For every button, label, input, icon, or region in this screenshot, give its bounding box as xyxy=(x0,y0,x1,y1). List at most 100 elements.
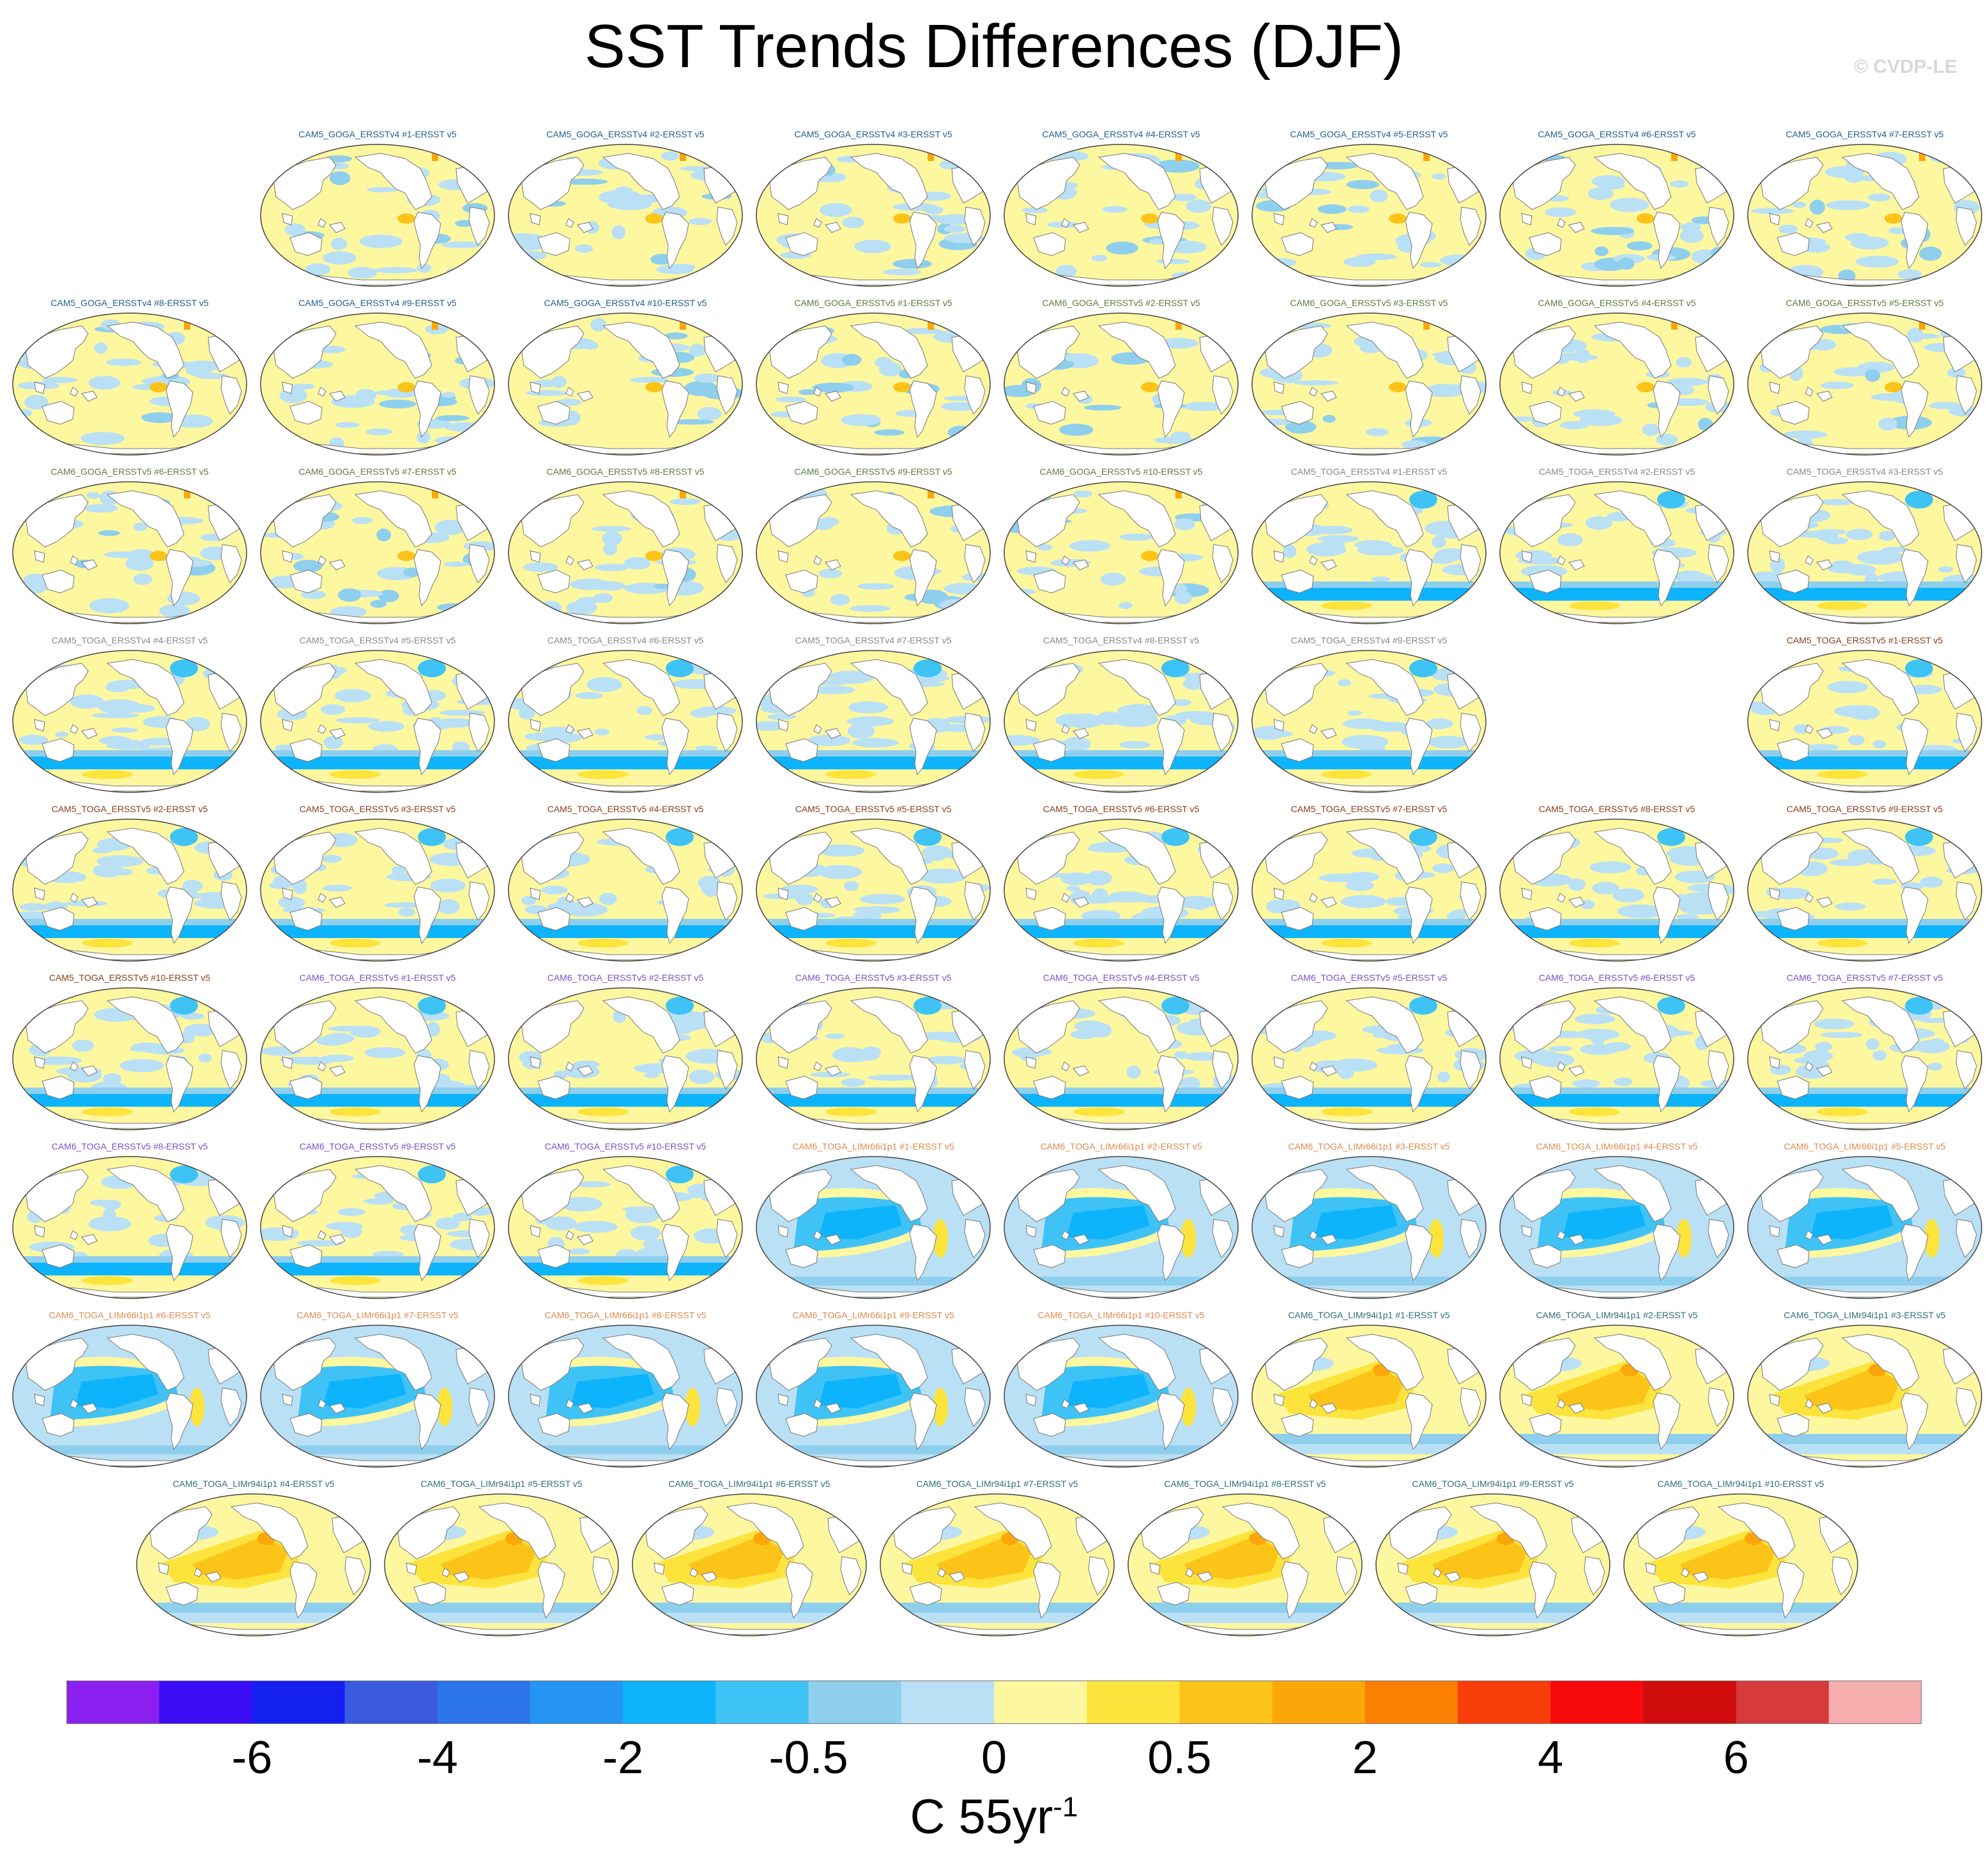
map-border xyxy=(1499,987,1734,1130)
continent-outlines xyxy=(273,321,490,454)
map-panel-label: CAM6_GOGA_ERSSTv5 #1-ERSST v5 xyxy=(794,298,952,308)
map-border xyxy=(756,819,991,962)
map-border xyxy=(508,1156,743,1299)
sst-trend-map xyxy=(12,819,247,962)
sst-trend-map xyxy=(1747,650,1982,793)
continent-outlines xyxy=(1760,1165,1977,1298)
sst-field xyxy=(1748,482,1982,624)
sst-trend-map xyxy=(1747,481,1982,624)
sst-field xyxy=(1748,144,1982,286)
colorbar-swatch xyxy=(1828,1681,1922,1724)
sst-field xyxy=(13,988,247,1130)
map-panel: CAM6_TOGA_LIMr66i1p1 #2-ERSST v5 xyxy=(998,1141,1244,1305)
map-panel-label: CAM5_TOGA_ERSSTv5 #7-ERSST v5 xyxy=(1290,804,1448,814)
map-panel: CAM6_TOGA_LIMr66i1p1 #7-ERSST v5 xyxy=(254,1310,501,1473)
map-panel: CAM6_TOGA_LIMr94i1p1 #8-ERSST v5 xyxy=(1122,1479,1368,1642)
continent-outlines xyxy=(768,827,986,960)
sst-field xyxy=(1500,482,1734,624)
colorbar-swatches xyxy=(66,1681,1922,1724)
sst-field xyxy=(13,819,247,961)
map-panel: CAM6_TOGA_LIMr94i1p1 #2-ERSST v5 xyxy=(1494,1310,1740,1473)
map-border xyxy=(756,312,991,456)
map-border xyxy=(12,819,247,962)
sst-trend-map xyxy=(756,987,991,1130)
map-panel-label: CAM6_GOGA_ERSSTv5 #3-ERSST v5 xyxy=(1290,298,1448,308)
sst-trend-map xyxy=(1499,987,1734,1130)
map-border xyxy=(1499,1156,1734,1299)
sst-field xyxy=(261,650,494,792)
continent-outlines xyxy=(273,1165,490,1298)
map-border xyxy=(260,819,495,962)
sst-field xyxy=(1500,313,1734,455)
colorbar-tick-label: 6 xyxy=(1723,1732,1749,1783)
map-panel-label: CAM5_TOGA_ERSSTv4 #3-ERSST v5 xyxy=(1786,466,1943,477)
sst-trend-map xyxy=(1747,819,1982,962)
map-panel: CAM6_TOGA_ERSSTv5 #5-ERSST v5 xyxy=(1246,973,1492,1136)
sst-trend-map xyxy=(1004,144,1239,287)
sst-trend-map xyxy=(1747,987,1982,1130)
map-panel: CAM6_TOGA_LIMr94i1p1 #7-ERSST v5 xyxy=(874,1479,1120,1642)
map-panel: CAM5_TOGA_ERSSTv4 #7-ERSST v5 xyxy=(750,635,997,799)
map-panel: CAM6_GOGA_ERSSTv5 #10-ERSST v5 xyxy=(998,466,1244,630)
map-panel-label: CAM5_TOGA_ERSSTv5 #5-ERSST v5 xyxy=(795,804,952,814)
continent-outlines xyxy=(273,153,490,286)
continent-outlines xyxy=(1016,659,1234,792)
map-panel-label: CAM5_TOGA_ERSSTv4 #9-ERSST v5 xyxy=(1290,635,1448,645)
map-border xyxy=(384,1493,619,1636)
map-panel: CAM5_GOGA_ERSSTv4 #4-ERSST v5 xyxy=(998,129,1244,293)
map-panel-label: CAM6_TOGA_ERSSTv5 #2-ERSST v5 xyxy=(547,973,704,983)
sst-trend-map xyxy=(1251,312,1487,456)
sst-trend-map xyxy=(1747,1156,1982,1299)
map-panel: CAM6_GOGA_ERSSTv5 #3-ERSST v5 xyxy=(1246,298,1492,461)
map-border xyxy=(1747,819,1982,962)
sst-trend-map xyxy=(1251,1156,1487,1299)
figure-title: SST Trends Differences (DJF) xyxy=(584,12,1404,81)
map-panel-label: CAM5_TOGA_ERSSTv4 #2-ERSST v5 xyxy=(1538,466,1695,477)
map-border xyxy=(260,481,495,624)
map-border xyxy=(12,481,247,624)
map-panel-label: CAM6_TOGA_ERSSTv5 #1-ERSST v5 xyxy=(299,973,456,983)
map-border xyxy=(12,1325,247,1468)
map-panel-label: CAM6_TOGA_ERSSTv5 #7-ERSST v5 xyxy=(1786,973,1943,983)
sst-trend-map xyxy=(508,1325,743,1468)
sst-field xyxy=(756,1157,990,1298)
map-border xyxy=(508,312,743,456)
colorbar-swatch xyxy=(1272,1681,1366,1724)
map-panel-label: CAM5_TOGA_ERSSTv5 #4-ERSST v5 xyxy=(547,804,704,814)
map-panel: CAM5_TOGA_ERSSTv4 #4-ERSST v5 xyxy=(6,635,253,799)
map-panel: CAM5_TOGA_ERSSTv5 #2-ERSST v5 xyxy=(6,804,253,967)
sst-trend-map xyxy=(384,1493,619,1636)
map-panel: CAM6_TOGA_ERSSTv5 #9-ERSST v5 xyxy=(254,1141,501,1305)
map-panel: CAM6_GOGA_ERSSTv5 #1-ERSST v5 xyxy=(750,298,997,461)
map-panel-label: CAM5_TOGA_ERSSTv4 #8-ERSST v5 xyxy=(1043,635,1200,645)
sst-field xyxy=(1252,819,1486,961)
sst-trend-map xyxy=(1004,481,1239,624)
sst-field xyxy=(1252,650,1486,792)
colorbar-swatch xyxy=(808,1681,902,1724)
map-panel-label: CAM5_TOGA_ERSSTv5 #8-ERSST v5 xyxy=(1538,804,1695,814)
map-panel: CAM5_GOGA_ERSSTv4 #6-ERSST v5 xyxy=(1494,129,1740,293)
map-border xyxy=(12,1156,247,1299)
map-panel-label: CAM6_TOGA_LIMr66i1p1 #5-ERSST v5 xyxy=(1784,1141,1946,1151)
sst-trend-map xyxy=(632,1493,867,1636)
map-panel-label: CAM6_TOGA_LIMr94i1p1 #7-ERSST v5 xyxy=(916,1479,1078,1489)
sst-field xyxy=(508,1157,742,1298)
continent-outlines xyxy=(521,490,738,623)
continent-outlines xyxy=(1760,996,1977,1129)
sst-trend-map xyxy=(12,481,247,624)
sst-trend-map xyxy=(508,481,743,624)
map-panel: CAM5_TOGA_ERSSTv4 #6-ERSST v5 xyxy=(502,635,749,799)
sst-field xyxy=(385,1494,618,1636)
continent-outlines xyxy=(25,996,242,1129)
continent-outlines xyxy=(521,321,738,454)
sst-trend-map xyxy=(1251,650,1487,793)
map-border xyxy=(756,144,991,287)
sst-trend-map xyxy=(136,1493,371,1636)
map-panel: CAM6_TOGA_ERSSTv5 #1-ERSST v5 xyxy=(254,973,501,1136)
sst-trend-map xyxy=(260,819,495,962)
map-panel: CAM6_GOGA_ERSSTv5 #2-ERSST v5 xyxy=(998,298,1244,461)
sst-field xyxy=(1252,1157,1486,1298)
sst-trend-map xyxy=(508,1156,743,1299)
colorbar-tick-label: -0.5 xyxy=(768,1732,848,1783)
map-panel-label: CAM5_GOGA_ERSSTv4 #3-ERSST v5 xyxy=(794,129,952,139)
